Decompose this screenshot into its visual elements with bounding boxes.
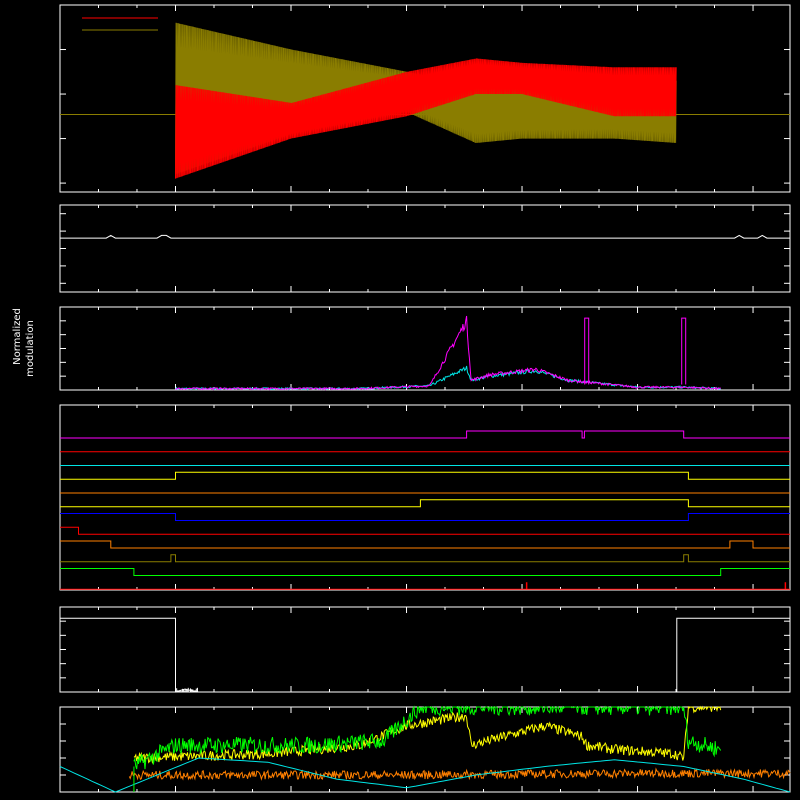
panel-frame [59, 606, 791, 693]
flag-line [60, 554, 790, 563]
series-collimator-9-line [175, 315, 721, 391]
panel-ratios [59, 705, 791, 793]
quality-line [60, 617, 790, 693]
panel-frame [59, 204, 791, 293]
modulation-spike [584, 317, 590, 385]
flag-line [60, 513, 790, 521]
series-absolute-geomagnetic-latitude-line [59, 757, 791, 793]
y-axis-label-line2: modulation [25, 320, 36, 377]
flag-line [60, 430, 790, 439]
flag-line [60, 471, 790, 480]
modulation-spike [681, 317, 687, 385]
panel-pointing [59, 4, 791, 193]
flag-line [60, 526, 790, 535]
panel-modulation: Normalized modulation [12, 306, 791, 391]
panel-frame [59, 404, 791, 591]
series-collimator-8-line [175, 365, 721, 391]
flag-line [60, 568, 790, 576]
panel-frame [59, 4, 791, 193]
panel-quality [59, 606, 791, 693]
roll-period-line [60, 234, 790, 239]
flag-line [60, 499, 790, 508]
series-front_ratio-line [133, 705, 722, 764]
y-axis-label-line1: Normalized [12, 308, 23, 365]
flag-line [60, 540, 790, 549]
series-front_ratio_1225-line [133, 705, 722, 770]
panel-frame [59, 306, 791, 391]
panel-roll-period [59, 204, 791, 293]
series-x-line [175, 58, 677, 179]
panel-flags [59, 404, 791, 591]
